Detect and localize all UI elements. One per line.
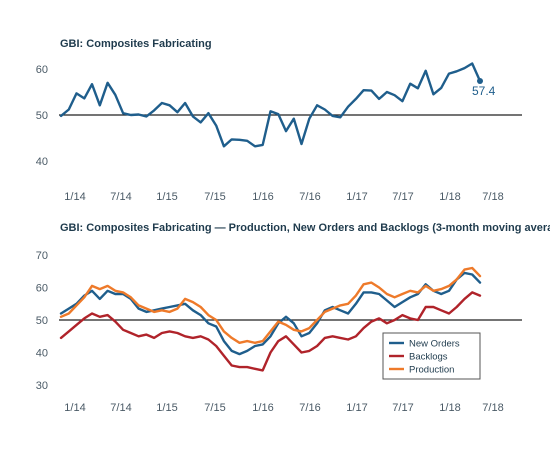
- y-tick-label: 60: [36, 283, 48, 295]
- x-tick-label: 1/16: [252, 402, 273, 414]
- chart-bottom: 30 40 50 60 70 1/14 7/14 1/15 7/15 1/16 7/16 1/17 7/…: [36, 250, 522, 414]
- x-tick-label: 7/14: [110, 191, 131, 203]
- chart-top: 40 50 60 1/14 7/14 1/15 7/15 1/16 7/16 1/17 7/17 1/…: [36, 62, 522, 203]
- chart-title-bottom: GBI: Composites Fabricating — Production…: [60, 222, 550, 234]
- x-tick-label: 1/17: [346, 191, 367, 203]
- series-line-backlogs: [59, 291, 482, 372]
- last-point-marker: [477, 77, 483, 84]
- legend-label: Backlogs: [409, 352, 448, 363]
- chart-title-top: GBI: Composites Fabricating: [60, 38, 212, 50]
- y-tick-label: 30: [36, 380, 48, 392]
- x-tick-label: 1/14: [64, 191, 85, 203]
- y-tick-label: 40: [36, 348, 48, 360]
- y-tick-label: 70: [36, 250, 48, 262]
- y-tick-label: 50: [36, 315, 48, 327]
- x-tick-label: 7/17: [392, 402, 413, 414]
- x-tick-label: 1/15: [156, 191, 177, 203]
- x-tick-label: 7/18: [482, 402, 503, 414]
- x-tick-label: 1/18: [439, 191, 460, 203]
- last-value-annotation: 57.4: [472, 84, 496, 98]
- series-line-production: [59, 266, 482, 344]
- x-tick-label: 1/14: [64, 402, 85, 414]
- x-tick-label: 1/17: [346, 402, 367, 414]
- legend: New Orders Backlogs Production: [382, 332, 481, 380]
- y-tick-label: 40: [36, 156, 48, 168]
- x-tick-label: 1/18: [439, 402, 460, 414]
- legend-label: Production: [409, 365, 454, 376]
- x-tick-label: 7/15: [204, 402, 225, 414]
- x-tick-label: 1/16: [252, 191, 273, 203]
- x-tick-label: 7/16: [299, 191, 320, 203]
- x-tick-label: 1/15: [156, 402, 177, 414]
- y-tick-label: 50: [36, 110, 48, 122]
- series-line-composite-index: [59, 62, 482, 148]
- y-tick-label: 60: [36, 64, 48, 76]
- x-tick-label: 7/18: [482, 191, 503, 203]
- x-tick-label: 7/17: [392, 191, 413, 203]
- legend-label: New Orders: [409, 339, 460, 350]
- x-tick-label: 7/15: [204, 191, 225, 203]
- x-tick-label: 7/16: [299, 402, 320, 414]
- x-tick-label: 7/14: [110, 402, 131, 414]
